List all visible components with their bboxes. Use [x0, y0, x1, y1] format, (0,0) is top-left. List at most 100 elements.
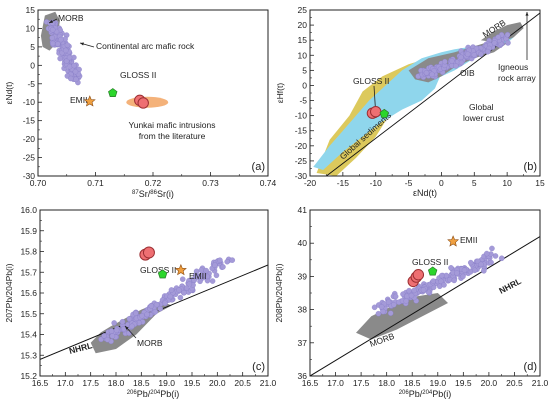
label-igneous1: Igneous — [498, 62, 528, 72]
x-tick-label: 17.0 — [57, 378, 74, 388]
data-point — [464, 51, 471, 57]
y-tick-label: -10 — [23, 97, 36, 107]
data-point — [148, 303, 155, 309]
data-point — [498, 255, 505, 262]
data-point — [58, 36, 64, 43]
data-point — [408, 292, 415, 299]
gloss-pentagon — [427, 266, 438, 276]
x-axis-label-part: 86 — [150, 190, 157, 196]
emii-star — [83, 95, 96, 107]
data-point — [203, 267, 209, 274]
panel-label: (a) — [252, 161, 265, 173]
x-tick-label: 19.0 — [430, 378, 447, 388]
data-point — [404, 293, 410, 300]
label-morb: MORB — [58, 13, 84, 23]
data-point — [73, 76, 79, 83]
panel-label: (c) — [252, 361, 265, 373]
data-point — [113, 327, 120, 333]
x-tick-label: 17.5 — [353, 378, 370, 388]
data-point — [213, 272, 220, 279]
x-tick-label: 16.5 — [32, 378, 49, 388]
y-tick-label: -15 — [23, 116, 36, 126]
x-tick-label: 18.5 — [404, 378, 421, 388]
y-tick-label: 40 — [298, 238, 308, 248]
data-point — [429, 71, 435, 78]
y-tick-label: -20 — [23, 134, 36, 144]
data-point — [468, 259, 474, 266]
data-point — [224, 258, 230, 265]
x-tick-label: 15 — [535, 178, 545, 188]
data-point — [66, 63, 73, 70]
label-nhrl: NHRL — [68, 340, 93, 356]
plot-frame — [37, 9, 269, 177]
label-emii: EMII — [189, 271, 206, 281]
data-point — [453, 63, 459, 69]
data-point — [179, 276, 186, 282]
y-tick-label: -25 — [295, 156, 308, 166]
sample-point — [412, 269, 425, 281]
x-tick-label: 5 — [472, 178, 477, 188]
chart-panel-4: 16.5 17.0 17.5 18.0 18.5 19.0 19.5 20.0 20.5 21.0… — [274, 205, 549, 399]
emii-star — [174, 263, 187, 276]
data-point — [495, 34, 501, 40]
x-tick-label: -15 — [337, 178, 350, 188]
x-tick-label: 0.71 — [87, 178, 104, 188]
data-point — [129, 323, 135, 330]
y-axis-label: 208Pb/204Pb(i) — [274, 263, 284, 322]
y-tick-label: 36 — [298, 371, 308, 381]
panel-label: (d) — [524, 361, 537, 373]
data-point — [119, 319, 126, 325]
data-point — [144, 311, 150, 318]
data-point — [478, 51, 484, 57]
x-axis-label: 206Pb/204Pb(i) — [399, 389, 452, 399]
data-point — [108, 328, 115, 334]
y-tick-label: 10 — [298, 50, 308, 60]
y-axis-label: εNd(t) — [4, 81, 14, 104]
x-tick-label: 17.5 — [82, 378, 99, 388]
data-point — [485, 48, 491, 55]
data-point — [72, 68, 79, 75]
x-tick-label: 20.5 — [234, 378, 251, 388]
label-morb: MORB — [137, 338, 163, 348]
data-point — [420, 287, 427, 293]
data-point — [448, 265, 454, 271]
data-point — [209, 278, 216, 284]
x-tick-label: 20.0 — [481, 378, 498, 388]
data-point — [49, 35, 55, 41]
data-point — [66, 54, 73, 61]
data-point — [454, 270, 460, 276]
y-tick-label: 15 — [26, 5, 36, 15]
x-axis-label-part: Pb/ — [137, 389, 151, 399]
y-axis-label: 207Pb/204Pb(i) — [4, 263, 14, 322]
data-point — [491, 40, 498, 46]
label-arc: Continental arc mafic rock — [96, 41, 195, 51]
data-point — [460, 273, 466, 280]
data-point — [176, 287, 182, 293]
data-point — [168, 287, 175, 293]
data-point — [438, 278, 444, 285]
data-point — [101, 333, 107, 339]
data-point — [478, 261, 484, 268]
data-point — [489, 245, 495, 252]
data-point — [64, 42, 71, 48]
y-tick-label: -5 — [27, 79, 35, 89]
y-tick-label: -30 — [23, 171, 36, 181]
gloss-pentagon — [379, 108, 389, 118]
x-tick-label: 0.73 — [202, 178, 219, 188]
x-tick-label: 20.0 — [209, 378, 226, 388]
data-point — [458, 54, 464, 61]
label-lower1: Global — [469, 102, 494, 112]
data-point — [153, 301, 160, 308]
y-tick-label: -15 — [295, 126, 308, 136]
x-axis-label-part: Pb(i) — [432, 389, 451, 399]
x-tick-label: 19.5 — [455, 378, 472, 388]
x-tick-label: 0.74 — [260, 178, 277, 188]
y-tick-label: 15.9 — [20, 226, 37, 236]
data-point — [186, 281, 193, 287]
label-gloss: GLOSS II — [120, 70, 156, 80]
data-point — [458, 59, 465, 66]
gloss-pentagon — [157, 269, 168, 279]
data-point — [387, 310, 394, 316]
data-point — [375, 310, 382, 317]
x-tick-label: 20.5 — [506, 378, 523, 388]
